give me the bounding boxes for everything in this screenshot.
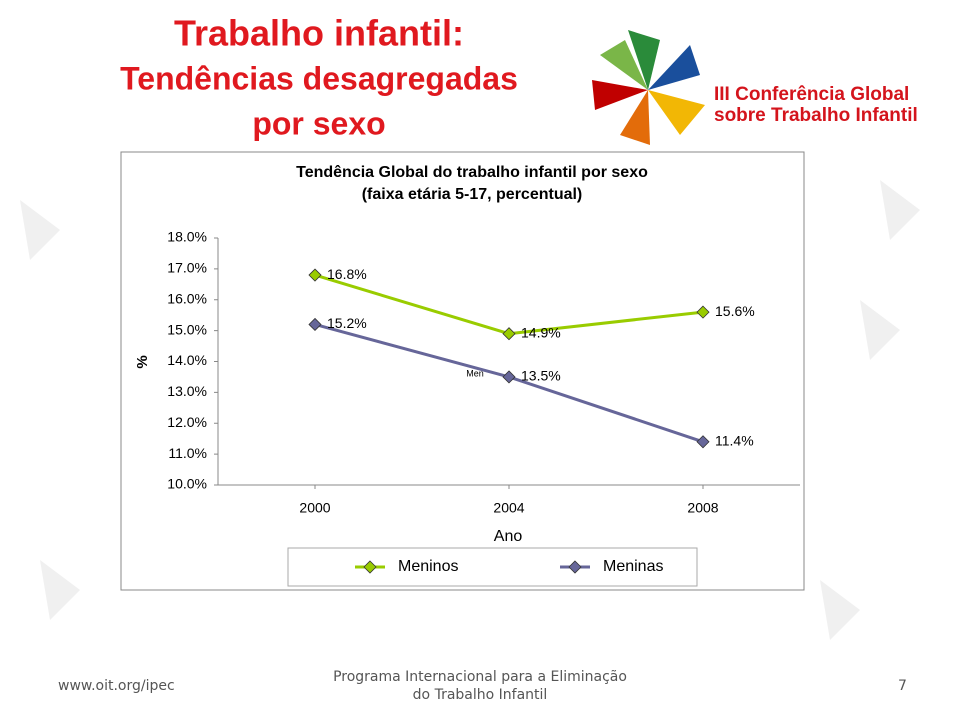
marker <box>696 435 710 449</box>
marker <box>308 268 322 282</box>
y-tick-label: 16.0% <box>167 290 207 306</box>
pattern <box>40 560 80 620</box>
y-tick-label: 14.0% <box>167 352 207 368</box>
marker <box>696 305 710 319</box>
blade <box>592 80 648 110</box>
data-label: 13.5% <box>521 368 561 384</box>
pattern <box>860 300 900 360</box>
data-label: 15.2% <box>327 315 367 331</box>
y-tick-label: 18.0% <box>167 229 207 245</box>
chart-title: (faixa etária 5-17, percentual) <box>362 186 583 203</box>
chart-frame <box>120 151 805 591</box>
legend-marker <box>363 560 377 574</box>
slide-title: Trabalho infantil: <box>174 13 464 54</box>
data-label: 14.9% <box>521 324 561 340</box>
blade <box>600 40 648 90</box>
slide-title: por sexo <box>252 105 385 141</box>
pattern <box>820 580 860 640</box>
blade <box>620 90 650 145</box>
slide-title: Tendências desagregadas <box>120 60 518 96</box>
legend-label: Meninos <box>398 558 458 575</box>
x-axis-label: Ano <box>494 528 523 545</box>
y-tick-label: 13.0% <box>167 383 207 399</box>
pattern <box>20 200 60 260</box>
y-tick-label: 11.0% <box>168 445 207 461</box>
data-label: 11.4% <box>715 432 754 448</box>
blade <box>628 30 660 90</box>
footer-center: Programa Internacional para a Eliminação <box>333 669 627 685</box>
footer-center: do Trabalho Infantil <box>413 687 548 703</box>
legend-marker <box>568 560 582 574</box>
background-pattern <box>20 180 920 640</box>
chart-title: Tendência Global do trabalho infantil po… <box>296 164 648 181</box>
y-axis-label: % <box>134 355 151 368</box>
legend-label: Meninas <box>603 558 663 575</box>
marker <box>502 370 516 384</box>
marker <box>308 317 322 332</box>
footer-left: www.oit.org/ipec <box>58 678 175 694</box>
x-tick-label: 2000 <box>299 500 330 516</box>
pattern <box>880 180 920 240</box>
logo-pinwheel <box>592 30 705 145</box>
data-label: 15.6% <box>715 303 755 319</box>
marker <box>502 327 516 341</box>
blade <box>648 90 705 135</box>
y-tick-label: 17.0% <box>167 260 207 276</box>
x-tick-label: 2004 <box>493 500 524 516</box>
y-tick-label: 15.0% <box>167 321 207 337</box>
y-tick-label: 12.0% <box>167 414 207 430</box>
data-label: 16.8% <box>327 266 367 282</box>
page-number: 7 <box>898 678 907 694</box>
annotation: Men <box>466 368 484 378</box>
logo-text: III Conferência Global <box>714 84 909 105</box>
blade <box>648 45 700 90</box>
x-tick-label: 2008 <box>687 500 718 516</box>
y-tick-label: 10.0% <box>167 476 207 492</box>
logo-text: sobre Trabalho Infantil <box>714 105 918 126</box>
